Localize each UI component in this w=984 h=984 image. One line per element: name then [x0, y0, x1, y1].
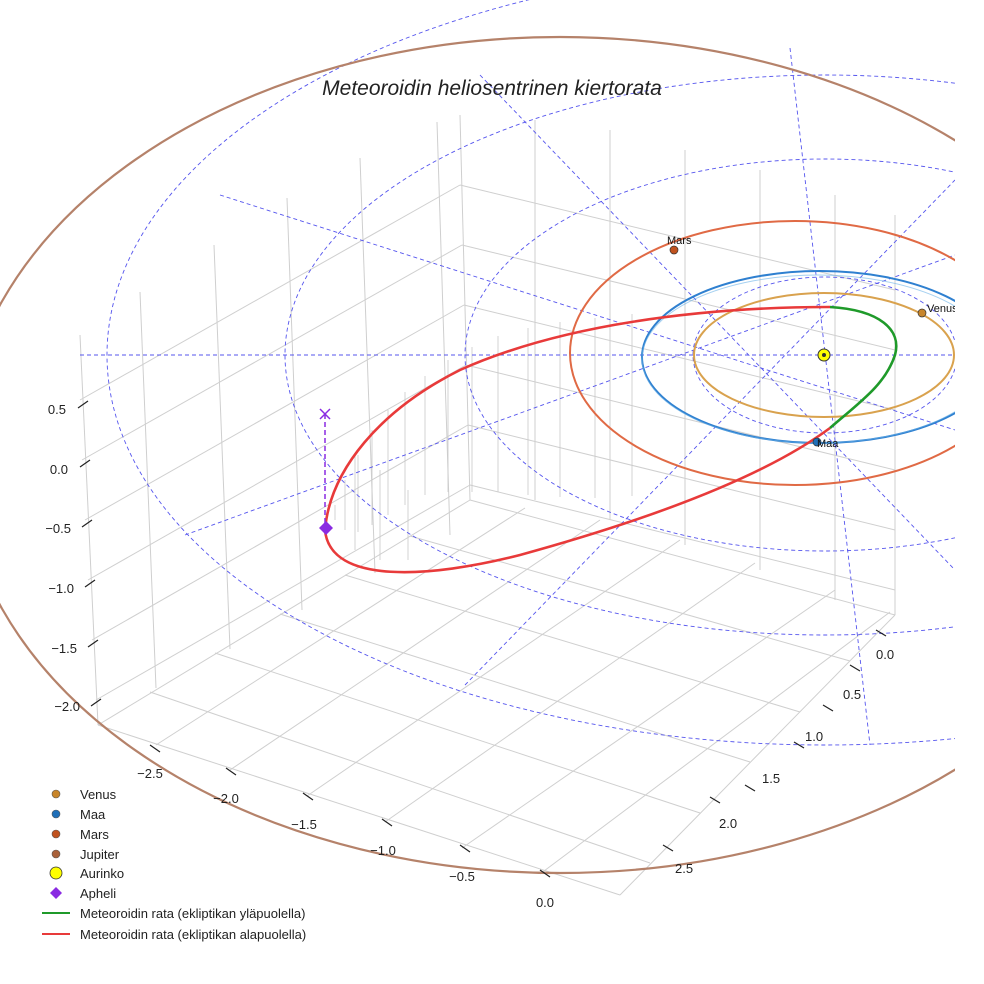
x-tick-label: 0.0	[536, 895, 554, 910]
legend-label: Venus	[80, 787, 117, 802]
y-tick-label: 1.5	[762, 771, 780, 786]
orbit-above-ecliptic	[829, 305, 898, 429]
y-tick-label: 0.5	[843, 687, 861, 702]
aphelion-projection-icon	[319, 408, 331, 420]
legend-jupiter-swatch	[51, 849, 61, 859]
legend-label: Meteoroidin rata (ekliptikan yläpuolella…	[80, 906, 305, 921]
x-tick-label: −2.0	[213, 791, 239, 806]
chart-title: Meteoroidin heliosentrinen kiertorata	[322, 77, 662, 100]
box-grid	[79, 114, 896, 896]
legend-aphelion-swatch	[50, 887, 62, 899]
legend-label: Jupiter	[80, 847, 120, 862]
legend-label: Aurinko	[80, 866, 124, 881]
venus-marker	[917, 308, 927, 318]
legend-venus-swatch	[51, 789, 61, 799]
legend-label: Meteoroidin rata (ekliptikan alapuolella…	[80, 927, 306, 942]
earth-label: Maa	[817, 438, 839, 450]
x-tick-label: −1.5	[291, 817, 317, 832]
mars-label: Mars	[667, 235, 692, 247]
z-axis: 0.5 0.0 −0.5 −1.0 −1.5 −2.0	[45, 400, 102, 714]
y-axis: 0.0 0.5 1.0 1.5 2.0 2.5	[662, 629, 894, 876]
z-tick-label: −2.0	[54, 699, 80, 714]
sun-marker	[817, 348, 831, 362]
orbit-below-ecliptic	[323, 305, 831, 574]
z-tick-label: 0.5	[48, 402, 66, 417]
legend-label: Mars	[80, 827, 109, 842]
legend-label: Maa	[80, 807, 106, 822]
venus-orbit	[693, 292, 955, 418]
z-tick-label: 0.0	[50, 462, 68, 477]
x-tick-label: −1.0	[370, 843, 396, 858]
y-tick-label: 1.0	[805, 729, 823, 744]
z-tick-label: −1.5	[51, 641, 77, 656]
y-tick-label: 2.5	[675, 861, 693, 876]
x-tick-label: −2.5	[137, 766, 163, 781]
jupiter-orbit	[0, 36, 955, 874]
legend: Venus Maa Mars Jupiter Aurinko Apheli Me…	[42, 787, 306, 942]
legend-label: Apheli	[80, 886, 116, 901]
legend-mars-swatch	[51, 829, 61, 839]
z-tick-label: −0.5	[45, 521, 71, 536]
ecliptic-grid	[80, 0, 955, 746]
x-axis: −2.5 −2.0 −1.5 −1.0 −0.5 0.0	[137, 744, 554, 910]
y-tick-label: 2.0	[719, 816, 737, 831]
mars-marker	[669, 245, 679, 255]
x-tick-label: −0.5	[449, 869, 475, 884]
y-tick-label: 0.0	[876, 647, 894, 662]
legend-sun-swatch	[49, 866, 63, 880]
aphelion-marker	[319, 521, 333, 535]
drop-lines	[334, 314, 633, 560]
earth-marker	[812, 437, 822, 447]
mars-orbit	[569, 220, 955, 486]
z-tick-label: −1.0	[48, 581, 74, 596]
legend-earth-swatch	[51, 809, 61, 819]
venus-label: Venus	[927, 303, 958, 315]
